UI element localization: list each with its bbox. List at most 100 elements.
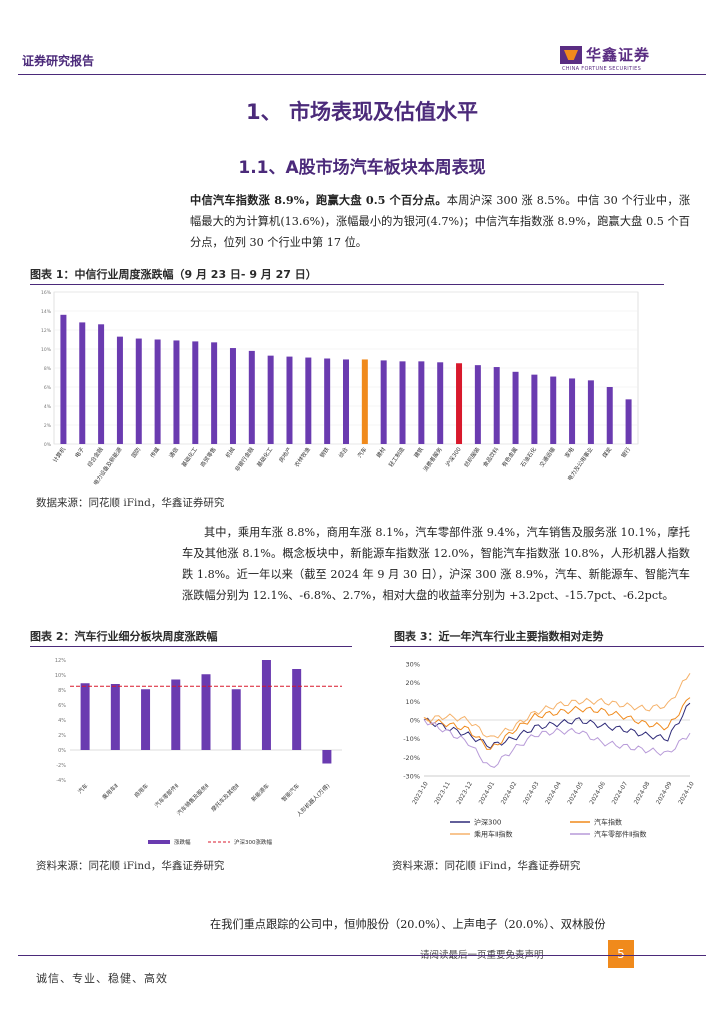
x-tick-label: 沪深300 [444, 445, 463, 468]
x-tick-label: 2024-01 [478, 780, 497, 805]
bar [322, 750, 332, 764]
x-tick-label: 交通运输 [537, 445, 557, 468]
bar [569, 378, 576, 444]
x-tick-label: 通信 [167, 445, 180, 459]
x-tick-label: 2024-05 [566, 780, 585, 805]
paragraph-summary-rest: 本周沪深 300 涨 8.5%。中信 30 个行业中，涨幅最大的为计算机(13.… [190, 194, 691, 249]
report-type-label: 证券研究报告 [22, 54, 95, 68]
y-tick-label: 0% [58, 748, 66, 754]
bar [418, 361, 425, 444]
x-tick-label: 摩托车及其他Ⅱ [209, 782, 241, 814]
page-number: 5 [608, 940, 634, 968]
paragraph-summary-bold: 中信汽车指数涨 8.9%，跑赢大盘 0.5 个百分点。 [190, 193, 447, 207]
figure2-title: 图表 2：汽车行业细分板块周度涨跌幅 [30, 630, 218, 643]
y-tick-label: 10% [406, 698, 420, 706]
bar [201, 674, 211, 750]
x-tick-label: 综合金融 [85, 445, 105, 468]
series-line [423, 697, 691, 750]
x-tick-label: 纺织服装 [462, 445, 482, 468]
figure1-divider [30, 284, 664, 285]
logo-text: 华鑫证券 [586, 46, 651, 64]
x-tick-label: 石油石化 [519, 445, 539, 468]
y-tick-label: 2% [58, 733, 66, 739]
x-tick-label: 乘用车Ⅱ [100, 782, 120, 802]
section-title: 1、 市场表现及估值水平 [246, 100, 478, 124]
x-tick-label: 智能汽车 [280, 781, 302, 803]
x-tick-label: 房地产 [277, 445, 293, 464]
x-tick-label: 综合 [337, 445, 350, 459]
x-tick-label: 2024-02 [500, 780, 519, 805]
x-tick-label: 食品饮料 [481, 445, 501, 468]
bar [361, 359, 368, 444]
legend-swatch-bar [148, 840, 170, 844]
logo-subtext: CHINA FORTUNE SECURITIES [562, 66, 642, 72]
y-tick-label: 8% [58, 688, 66, 694]
figure1-source: 数据来源：同花顺 iFind，华鑫证券研究 [36, 497, 225, 509]
bar [606, 387, 613, 444]
x-tick-label: 建筑 [412, 445, 425, 459]
paragraph-companies: 在我们重点跟踪的公司中，恒帅股份（20.0%）、上声电子（20.0%）、双林股份 [210, 918, 606, 931]
legend-label: 汽车指数 [594, 818, 622, 827]
bar [248, 350, 255, 444]
bar [493, 367, 500, 444]
disclaimer-note: 请阅读最后一页重要免责声明 [420, 947, 544, 961]
legend-label: 沪深300 [474, 818, 501, 827]
bar [550, 376, 557, 444]
y-tick-label: -20% [403, 754, 420, 762]
y-tick-label: 14% [41, 309, 52, 315]
x-tick-label: 家电 [563, 445, 576, 459]
bar [512, 371, 519, 444]
paragraph-summary: 中信汽车指数涨 8.9%，跑赢大盘 0.5 个百分点。本周沪深 300 涨 8.… [190, 190, 690, 253]
x-tick-label: 国防 [129, 445, 142, 459]
bar [456, 363, 463, 444]
y-tick-label: 10% [55, 673, 66, 679]
y-tick-label: 12% [41, 328, 52, 334]
x-tick-label: 汽车销售及服务Ⅱ [175, 782, 210, 817]
y-tick-label: 6% [44, 385, 52, 391]
x-tick-label: 2024-08 [633, 780, 652, 805]
x-tick-label: 农林牧渔 [293, 445, 313, 468]
y-tick-label: -2% [56, 763, 66, 769]
figure1-chart: 0%2%4%6%8%10%12%14%16%计算机 电子 综合金融电力设备及新能源国… [41, 290, 639, 487]
bar [324, 358, 331, 444]
bar [474, 365, 481, 444]
x-tick-label: 2024-06 [588, 780, 607, 805]
bar [141, 689, 151, 750]
x-tick-label: 传媒 [148, 445, 161, 459]
bar [211, 342, 218, 444]
x-tick-label: 汽车 [76, 781, 90, 795]
bar [625, 399, 632, 444]
bar [380, 360, 387, 444]
bar [60, 314, 67, 444]
legend-label-line: 沪深300涨跌幅 [234, 838, 272, 846]
y-tick-label: 20% [406, 679, 420, 687]
figure2-divider [30, 646, 352, 647]
bar [343, 359, 349, 444]
y-tick-label: 30% [406, 661, 420, 669]
subsection-title: 1.1、A股市场汽车板块本周表现 [238, 158, 486, 178]
bar [587, 380, 594, 444]
x-tick-label: 基础化工 [180, 445, 200, 468]
bar [229, 348, 236, 444]
y-tick-label: 12% [55, 658, 66, 664]
x-tick-label: 商贸零售 [198, 445, 218, 468]
bar [80, 683, 90, 750]
bar [231, 689, 241, 750]
series-line [423, 702, 691, 749]
bar [171, 679, 181, 750]
bar [110, 684, 120, 750]
x-tick-label: 2024-04 [544, 780, 563, 805]
x-tick-label: 2023-10 [411, 780, 430, 805]
bar [173, 340, 180, 444]
footer-motto: 诚信、专业、稳健、高效 [36, 972, 168, 985]
x-tick-label: 计算机 [51, 445, 67, 464]
x-tick-label: 2024-09 [655, 780, 674, 805]
x-tick-label: 2023-12 [455, 780, 474, 805]
x-tick-label: 煤炭 [600, 445, 613, 459]
figure1-title: 图表 1：中信行业周度涨跌幅（9 月 23 日- 9 月 27 日） [30, 268, 317, 281]
y-tick-label: 2% [44, 423, 52, 429]
y-tick-label: 8% [44, 366, 52, 372]
x-tick-label: 新能源车 [249, 781, 271, 803]
x-tick-label: 有色金属 [500, 445, 520, 468]
figure3-divider [390, 646, 704, 647]
